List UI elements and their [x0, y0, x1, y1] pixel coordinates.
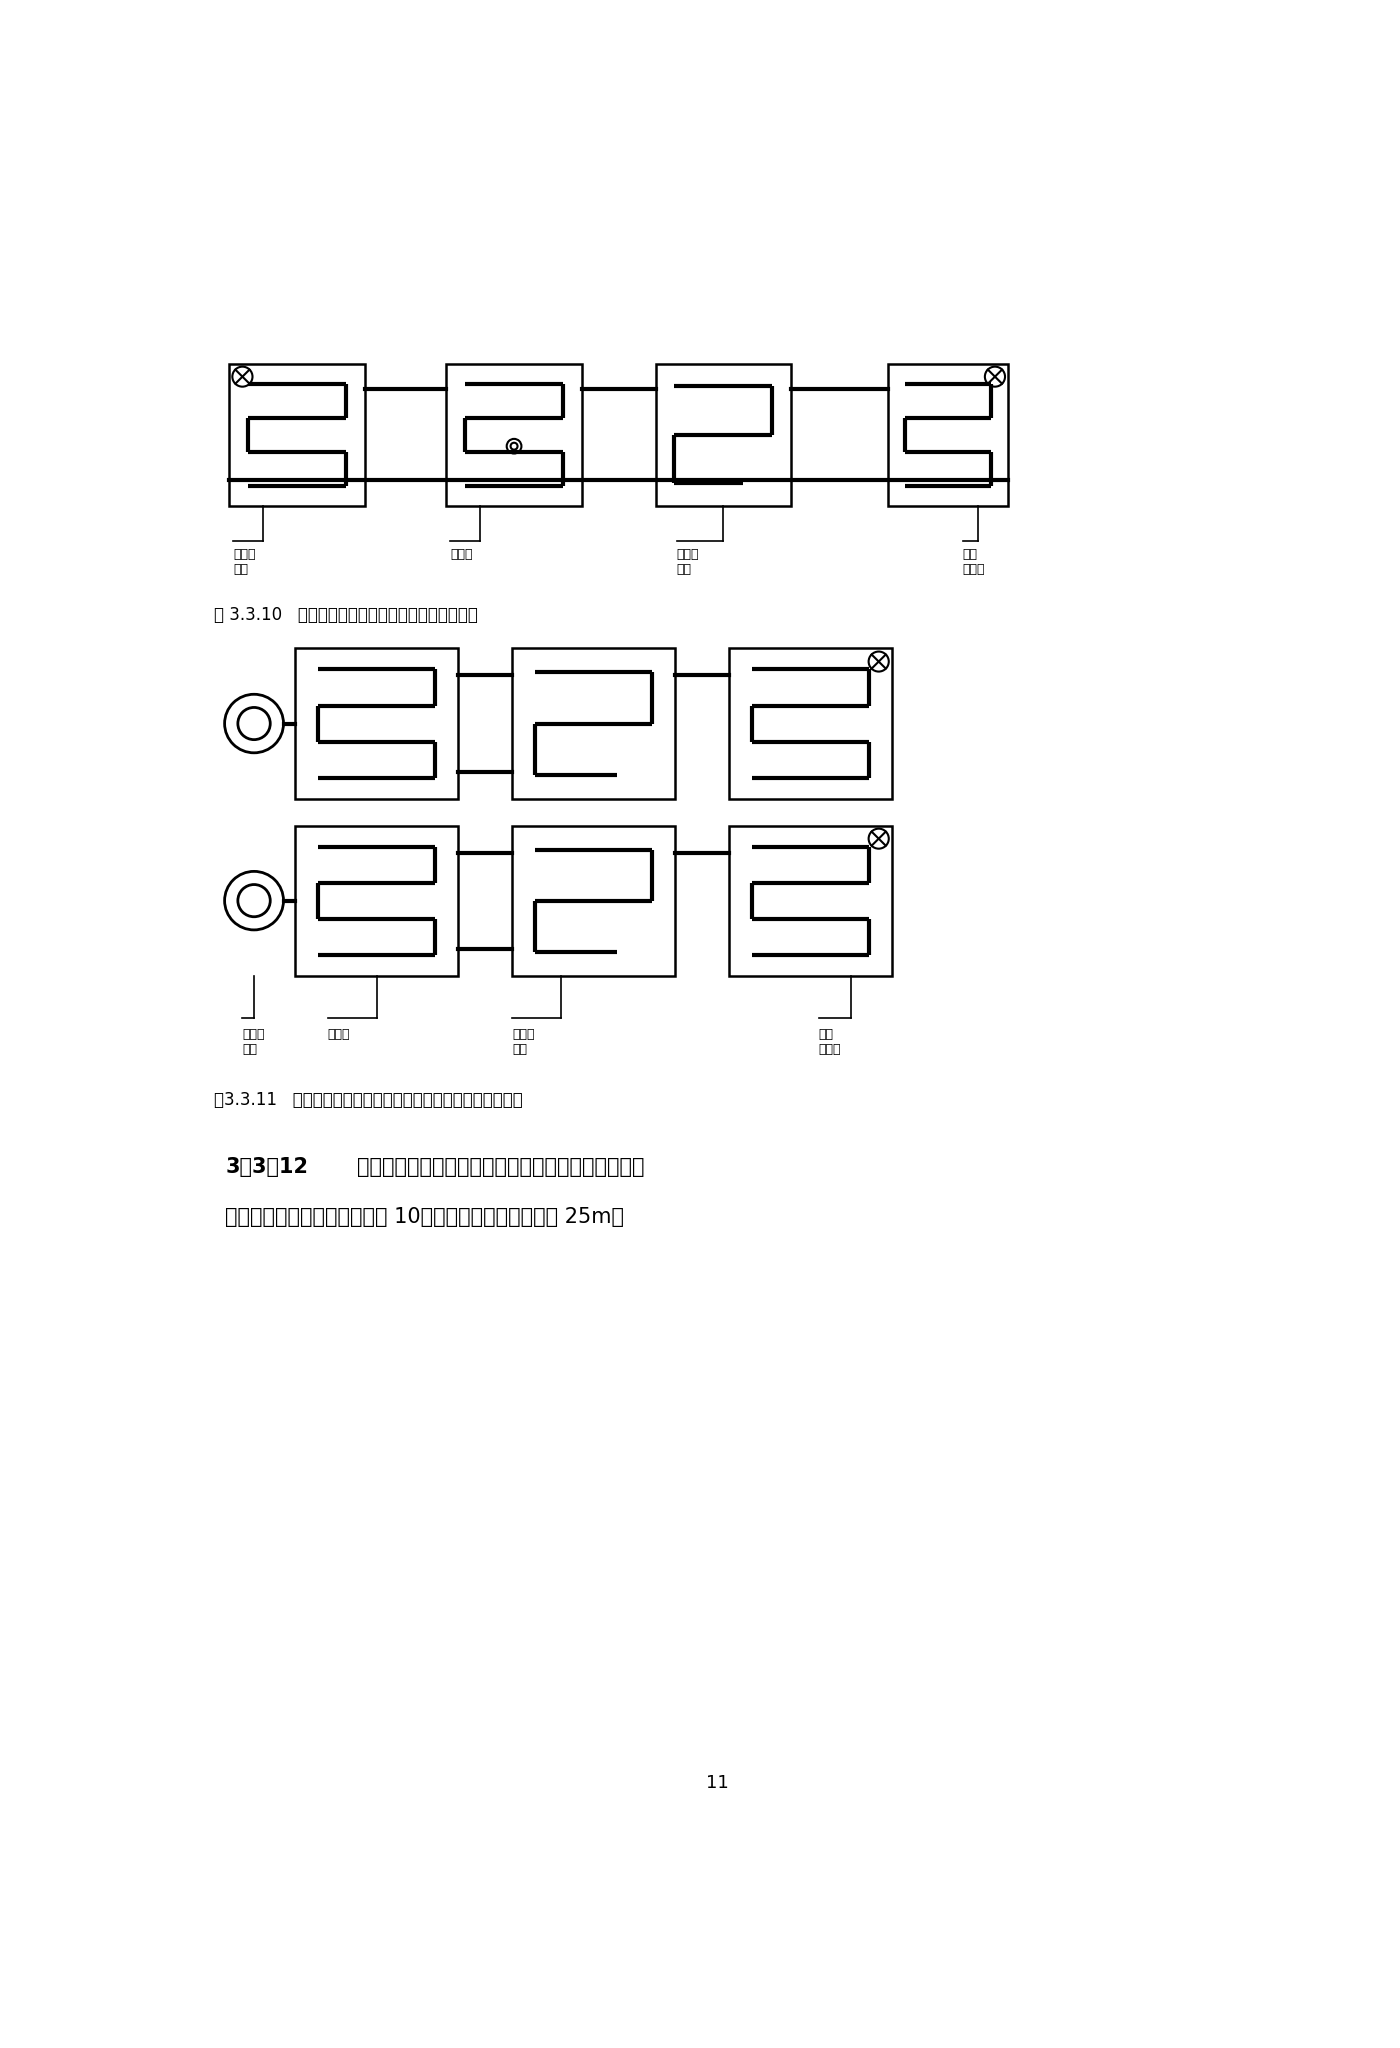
Bar: [512, 825, 675, 975]
Text: 灭火剂
容器: 灭火剂 容器: [676, 549, 700, 575]
Text: 图3.3.11   多套探火管感温自启动灭火装置的探火管布置示意图: 图3.3.11 多套探火管感温自启动灭火装置的探火管布置示意图: [214, 1092, 522, 1110]
Text: 被保护
设备: 被保护 设备: [234, 549, 256, 575]
Bar: [512, 649, 675, 799]
Text: 探火管感温自启动灭火装置的组件应设一定数量的备: 探火管感温自启动灭火装置的组件应设一定数量的备: [357, 1157, 644, 1178]
Text: 图 3.3.10   灭火剂储存容器居中的探火管布置示意图: 图 3.3.10 灭火剂储存容器居中的探火管布置示意图: [214, 606, 477, 625]
Text: 11: 11: [706, 1774, 729, 1792]
Bar: [729, 649, 892, 799]
Bar: [230, 365, 365, 506]
Bar: [655, 365, 791, 506]
Bar: [447, 365, 582, 506]
Text: 探火管: 探火管: [451, 549, 473, 561]
Text: 3．3．12: 3．3．12: [225, 1157, 308, 1178]
Bar: [888, 365, 1008, 506]
Bar: [295, 825, 458, 975]
Text: 品、备件，探火管应按总长的 10％设备用量，且不应小于 25m。: 品、备件，探火管应按总长的 10％设备用量，且不应小于 25m。: [225, 1206, 624, 1227]
Text: 末端
压力表: 末端 压力表: [819, 1028, 841, 1057]
Bar: [295, 649, 458, 799]
Text: 被保护
设备: 被保护 设备: [512, 1028, 535, 1057]
Bar: [729, 825, 892, 975]
Text: 探火管: 探火管: [328, 1028, 350, 1040]
Text: 灭火剂
容器: 灭火剂 容器: [242, 1028, 265, 1057]
Text: 末端
压力表: 末端 压力表: [963, 549, 986, 575]
